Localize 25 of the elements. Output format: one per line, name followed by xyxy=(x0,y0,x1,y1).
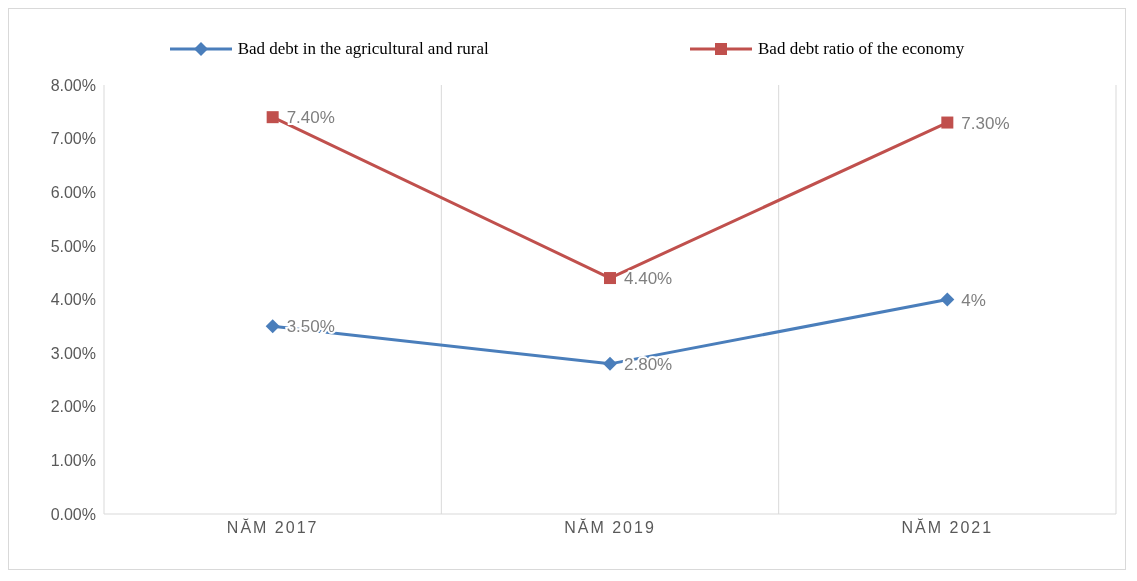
data-label: 2.80% xyxy=(624,354,673,374)
data-label: 7.30% xyxy=(961,113,1010,133)
y-tick-label: 8.00% xyxy=(50,76,96,94)
x-tick-label: NĂM 2017 xyxy=(226,518,319,537)
y-tick-label: 7.00% xyxy=(50,130,96,148)
y-tick-label: 5.00% xyxy=(50,237,96,255)
point xyxy=(604,272,616,285)
data-label: 7.40% xyxy=(286,108,335,128)
point xyxy=(266,111,279,124)
point xyxy=(940,292,955,307)
legend-label: Bad debt ratio of the economy xyxy=(758,39,965,59)
x-tick-label: NĂM 2021 xyxy=(901,518,994,537)
data-label: 4% xyxy=(961,290,986,310)
y-tick-label: 3.00% xyxy=(50,344,96,362)
y-tick-label: 4.00% xyxy=(50,291,96,309)
y-tick-label: 1.00% xyxy=(50,452,96,470)
y-tick-label: 6.00% xyxy=(50,183,96,201)
y-tick-label: 2.00% xyxy=(50,398,96,416)
point xyxy=(603,356,617,371)
data-label: 4.40% xyxy=(624,269,673,289)
point xyxy=(941,116,954,129)
x-tick-label: NĂM 2019 xyxy=(564,518,656,537)
point xyxy=(265,319,280,334)
y-tick-label: 0.00% xyxy=(50,505,96,523)
legend-label: Bad debt in the agricultural and rural xyxy=(237,39,489,59)
